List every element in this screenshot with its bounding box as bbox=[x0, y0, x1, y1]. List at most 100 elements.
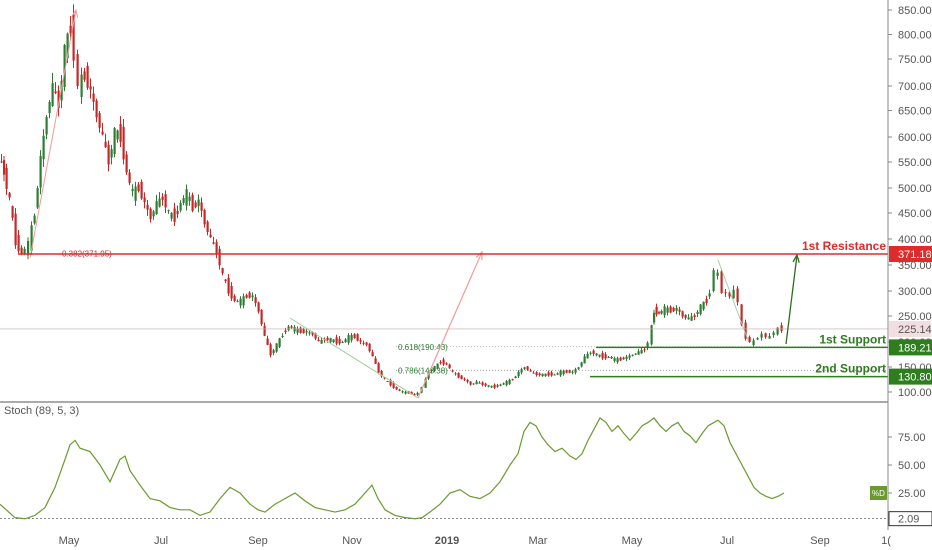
candle-body bbox=[448, 364, 451, 369]
candle-body bbox=[218, 248, 221, 266]
candle-body bbox=[227, 277, 230, 294]
candle-body bbox=[705, 299, 708, 304]
candle-body bbox=[155, 201, 158, 215]
stoch-low-label: 2.09 bbox=[898, 514, 919, 526]
candle-body bbox=[672, 307, 675, 312]
x-tick-label: Sep bbox=[810, 535, 830, 547]
candle-body bbox=[634, 353, 637, 355]
candle-body bbox=[278, 338, 281, 347]
candle-body bbox=[454, 373, 457, 375]
candle-body bbox=[568, 370, 571, 373]
candle-body bbox=[699, 304, 702, 315]
candle-body bbox=[63, 44, 66, 88]
candle-body bbox=[577, 367, 580, 369]
level-lines: 1st Resistance 1st Support 2nd Support bbox=[18, 239, 888, 378]
candle-body bbox=[562, 370, 565, 375]
candle-body bbox=[194, 202, 197, 208]
candle-body bbox=[720, 271, 723, 293]
candle-body bbox=[314, 333, 317, 339]
candle-body bbox=[92, 93, 95, 102]
candle-body bbox=[496, 385, 499, 387]
candle-body bbox=[514, 376, 517, 378]
x-tick-label: 1( bbox=[881, 535, 891, 547]
candle-body bbox=[669, 306, 672, 313]
candle-body bbox=[772, 332, 775, 336]
candle-body bbox=[604, 354, 607, 359]
candle-body bbox=[257, 302, 260, 312]
candle-body bbox=[404, 391, 407, 394]
candle-body bbox=[245, 295, 248, 298]
candle-body bbox=[377, 363, 380, 373]
candle-body bbox=[607, 357, 610, 358]
candle-body bbox=[266, 338, 269, 345]
candle-body bbox=[347, 335, 350, 343]
candle-body bbox=[101, 131, 104, 135]
candle-body bbox=[655, 306, 658, 315]
candle-body bbox=[122, 126, 125, 160]
candle-body bbox=[532, 372, 535, 374]
stoch-tick-label: 25.00 bbox=[898, 488, 926, 500]
candle-body bbox=[134, 186, 137, 201]
candle-body bbox=[248, 292, 251, 298]
candle-body bbox=[36, 188, 39, 208]
candle-body bbox=[631, 354, 634, 356]
candle-body bbox=[565, 370, 568, 373]
candle-body bbox=[173, 208, 176, 222]
candle-body bbox=[209, 234, 212, 238]
candle-body bbox=[125, 154, 128, 173]
x-tick-label: 2019 bbox=[435, 535, 459, 547]
price-tick-label: 550.00 bbox=[898, 157, 932, 169]
candle-body bbox=[275, 343, 278, 352]
candle-body bbox=[601, 352, 604, 359]
stochastic-title: Stoch (89, 5, 3) bbox=[4, 405, 79, 417]
price-tick-label: 450.00 bbox=[898, 208, 932, 220]
stoch-tick-label: 75.00 bbox=[898, 432, 926, 444]
candle-body bbox=[45, 117, 48, 135]
candle-body bbox=[353, 334, 356, 339]
candle-body bbox=[469, 381, 472, 385]
candle-body bbox=[185, 189, 188, 206]
candle-body bbox=[445, 363, 448, 365]
candle-body bbox=[658, 312, 661, 314]
candle-body bbox=[439, 362, 442, 364]
candle-body bbox=[427, 372, 430, 379]
candle-body bbox=[475, 381, 478, 385]
candle-body bbox=[559, 370, 562, 376]
candle-body bbox=[756, 338, 759, 340]
candle-body bbox=[490, 385, 493, 388]
candle-body bbox=[678, 309, 681, 312]
drawings: 0.382(371.95)0.618(190.43)0.786(143.38) bbox=[0, 8, 888, 399]
candle-body bbox=[547, 372, 550, 376]
candle-body bbox=[224, 279, 227, 282]
last-price-label: 225.14 bbox=[898, 324, 932, 336]
candle-body bbox=[487, 385, 490, 387]
candle-body bbox=[233, 296, 236, 301]
candle-body bbox=[140, 181, 143, 199]
target-arrow-head bbox=[792, 253, 800, 263]
candle-body bbox=[356, 334, 359, 341]
level-name: 2nd Support bbox=[815, 362, 886, 376]
candle-body bbox=[143, 197, 146, 203]
candle-body bbox=[305, 331, 308, 333]
candle-body bbox=[200, 202, 203, 211]
projection-arrow-up-2 bbox=[417, 251, 483, 399]
price-tick-label: 400.00 bbox=[898, 234, 932, 246]
candle-body bbox=[272, 350, 275, 354]
candle-body bbox=[702, 301, 705, 310]
candle-body bbox=[179, 203, 182, 211]
stochastic-panel: %D bbox=[0, 417, 888, 520]
candle-body bbox=[386, 381, 389, 382]
candle-body bbox=[48, 101, 51, 114]
candle-body bbox=[359, 340, 362, 342]
candle-body bbox=[164, 194, 167, 208]
candle-body bbox=[344, 339, 347, 342]
candle-body bbox=[693, 315, 696, 318]
price-tick-label: 850.00 bbox=[898, 5, 932, 17]
candle-body bbox=[684, 315, 687, 318]
candle-body bbox=[107, 144, 110, 165]
x-tick-label: Jul bbox=[720, 535, 734, 547]
x-tick-label: May bbox=[622, 535, 643, 547]
candle-body bbox=[167, 210, 170, 212]
candle-body bbox=[395, 387, 398, 390]
candle-body bbox=[191, 194, 194, 211]
